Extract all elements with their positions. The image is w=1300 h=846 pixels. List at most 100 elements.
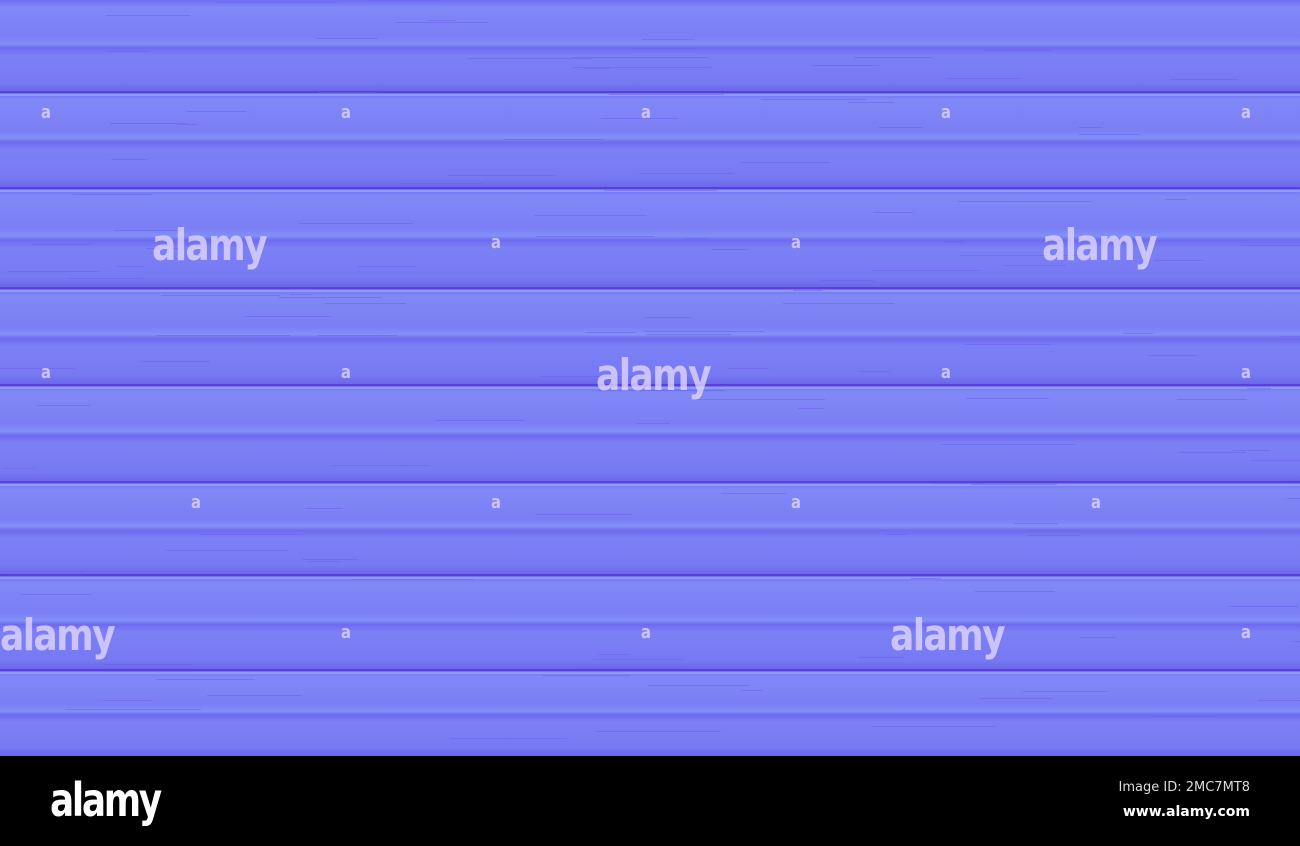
wood-grain [402, 465, 429, 466]
wood-grain [302, 559, 358, 560]
wood-grain [711, 249, 749, 250]
wood-grain [107, 51, 149, 52]
wood-grain [932, 483, 984, 484]
wood-grain [966, 398, 1049, 399]
watermark-logo: alamy [0, 610, 116, 661]
wood-grain [279, 297, 381, 298]
plank-edge-highlight [0, 672, 1300, 674]
watermark-mark: a [941, 362, 951, 383]
wood-grain [975, 591, 1055, 592]
wood-grain [859, 371, 890, 372]
plank-seam [0, 669, 1300, 671]
wood-grain [879, 127, 923, 128]
wood-grain [429, 20, 456, 21]
wood-grain [692, 399, 825, 400]
plank-seam [0, 574, 1300, 576]
wood-grain [1079, 637, 1116, 638]
watermark-mark: a [791, 492, 801, 513]
wood-grain [183, 285, 313, 286]
wood-plank [0, 92, 1300, 188]
wood-grain [1250, 460, 1300, 461]
wood-grain [1247, 388, 1271, 389]
wood-grain [854, 57, 933, 58]
wood-grain [177, 124, 197, 125]
site-url[interactable]: www.alamy.com [1122, 804, 1250, 820]
wood-grain [1079, 127, 1103, 128]
wood-grain [542, 675, 630, 676]
wood-grain [1154, 260, 1203, 261]
wood-grain [395, 22, 487, 23]
wood-grain [0, 368, 75, 369]
wood-grain [1293, 641, 1300, 642]
watermark-mark: a [1241, 102, 1251, 123]
wood-plank [0, 482, 1300, 575]
texture-photo: alamy alamy alamy alamy alamy a a a a a a a a a a a a a a a… [0, 0, 1300, 756]
wood-grain [598, 654, 630, 655]
wood-plank [0, 288, 1300, 385]
wood-grain [65, 709, 201, 710]
wood-grain [307, 561, 342, 562]
wood-grain [798, 408, 824, 409]
wood-grain [740, 162, 830, 163]
wood-grain [571, 285, 655, 286]
wood-grain [604, 190, 717, 191]
watermark-mark: a [1091, 492, 1101, 513]
wood-grain [161, 295, 280, 296]
wood-grain [4, 468, 35, 469]
wood-plank [0, 385, 1300, 482]
wood-grain [535, 514, 632, 515]
wood-grain [1233, 450, 1270, 451]
wood-grain [741, 690, 763, 691]
plank-edge-highlight [0, 484, 1300, 486]
watermark-logo: alamy [1042, 220, 1158, 271]
wood-grain [332, 465, 403, 466]
wood-grain [761, 99, 866, 100]
wood-grain [534, 215, 647, 216]
wood-grain [156, 335, 290, 336]
wood-grain [9, 271, 99, 272]
wood-grain [572, 57, 708, 58]
wood-grain [448, 175, 555, 176]
wood-grain [217, 2, 337, 3]
wood-grain [941, 444, 1076, 445]
wood-grain [819, 280, 874, 281]
wood-grain [1027, 535, 1080, 536]
watermark-logo: alamy [596, 350, 712, 401]
watermark-logo: alamy [152, 220, 268, 271]
wood-grain [290, 294, 313, 295]
watermark-mark: a [1241, 622, 1251, 643]
wood-grain [639, 173, 734, 174]
plank-edge-highlight [0, 94, 1300, 96]
wood-grain [958, 201, 1092, 202]
wood-grain [141, 361, 210, 362]
wood-grain [116, 266, 145, 267]
wood-grain [401, 183, 483, 184]
wood-grain [721, 493, 787, 494]
wood-grain [106, 15, 190, 16]
wood-grain [811, 65, 879, 66]
wood-grain [156, 679, 255, 680]
wood-grain [187, 111, 246, 112]
watermark-mark: a [641, 102, 651, 123]
wood-grain [1241, 245, 1300, 246]
wood-grain [146, 248, 178, 249]
wood-grain [911, 578, 941, 579]
plank-edge-highlight [0, 387, 1300, 389]
wood-grain [609, 94, 724, 95]
wood-grain [848, 102, 894, 103]
wood-grain [102, 664, 192, 665]
wood-plank [0, 575, 1300, 670]
wood-grain [577, 667, 683, 668]
wood-grain [318, 92, 377, 93]
wood-plank [0, 0, 1300, 92]
wood-grain [111, 159, 147, 160]
wood-grain [648, 685, 749, 686]
wood-grain [67, 278, 143, 279]
wood-grain [728, 368, 769, 369]
wood-grain [450, 738, 567, 739]
wood-grain [980, 698, 1053, 699]
wood-grain [1079, 134, 1140, 135]
wood-grain [73, 194, 152, 195]
wood-grain [1023, 691, 1108, 692]
wood-grain [1123, 333, 1153, 334]
